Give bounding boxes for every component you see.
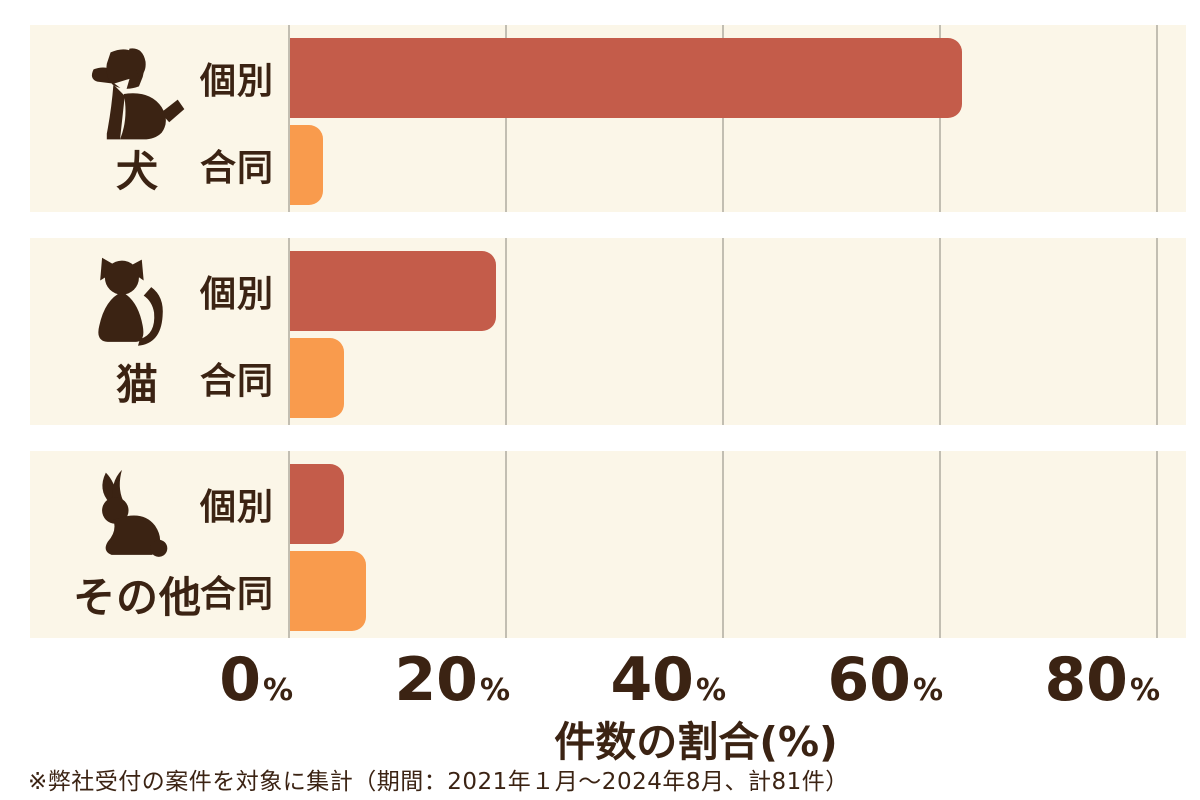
- x-tick-0: 0%: [219, 645, 293, 715]
- category-label-other: その他: [72, 573, 202, 623]
- gridline: [505, 25, 507, 212]
- category-label-cat: 猫: [115, 360, 159, 410]
- bar-row: 合同: [200, 338, 1186, 418]
- gridline: [939, 451, 941, 638]
- footnote: ※弊社受付の案件を対象に集計（期間：2021年１月～2024年8月、計81件）: [28, 769, 849, 795]
- percent-sign: %: [912, 673, 943, 708]
- x-axis: 0% 20% 40% 60% 80%: [0, 645, 1200, 715]
- gridline: [722, 451, 724, 638]
- cat-icon: [97, 258, 163, 347]
- series-label-joint: 合同: [200, 361, 275, 402]
- x-tick-60: 60%: [827, 645, 943, 715]
- bar-dog-individual: [290, 38, 962, 118]
- gridline: [288, 25, 290, 212]
- percent-sign: %: [262, 673, 293, 708]
- panel-cat: 猫 個別 合同: [30, 238, 1186, 425]
- x-tick-80: 80%: [1044, 645, 1160, 715]
- bar-cat-joint: [290, 338, 344, 418]
- x-tick-40: 40%: [610, 645, 726, 715]
- gridline: [288, 238, 290, 425]
- x-tick-20: 20%: [394, 645, 510, 715]
- bar-dog-joint: [290, 125, 323, 205]
- bar-row: 合同: [200, 551, 1186, 631]
- category-cat: 猫: [30, 238, 245, 425]
- gridline: [1156, 25, 1158, 212]
- bar-other-individual: [290, 464, 344, 544]
- gridline: [939, 238, 941, 425]
- gridline: [505, 451, 507, 638]
- gridline: [722, 25, 724, 212]
- percent-sign: %: [695, 673, 726, 708]
- x-axis-title: 件数の割合(%): [554, 718, 838, 766]
- gridline: [1156, 451, 1158, 638]
- series-label-individual: 個別: [200, 487, 275, 528]
- percent-sign: %: [479, 673, 510, 708]
- gridline: [288, 451, 290, 638]
- bar-row: 個別: [200, 38, 1186, 118]
- panel-dog: 犬 個別 合同: [30, 25, 1186, 212]
- bar-row: 個別: [200, 464, 1186, 544]
- gridline: [722, 238, 724, 425]
- category-other: その他: [30, 451, 245, 638]
- series-label-individual: 個別: [200, 61, 275, 102]
- gridline: [505, 238, 507, 425]
- percent-sign: %: [1129, 673, 1160, 708]
- series-label-individual: 個別: [200, 274, 275, 315]
- bar-row: 個別: [200, 251, 1186, 331]
- bar-row: 合同: [200, 125, 1186, 205]
- panel-other: その他 個別 合同: [30, 451, 1186, 638]
- gridline: [939, 25, 941, 212]
- bar-cat-individual: [290, 251, 496, 331]
- category-dog: 犬: [30, 25, 245, 212]
- series-label-joint: 合同: [200, 148, 275, 189]
- bar-other-joint: [290, 551, 366, 631]
- series-label-joint: 合同: [200, 574, 275, 615]
- rabbit-icon: [101, 470, 167, 558]
- dog-icon: [91, 48, 184, 140]
- gridline: [1156, 238, 1158, 425]
- category-label-dog: 犬: [115, 147, 159, 197]
